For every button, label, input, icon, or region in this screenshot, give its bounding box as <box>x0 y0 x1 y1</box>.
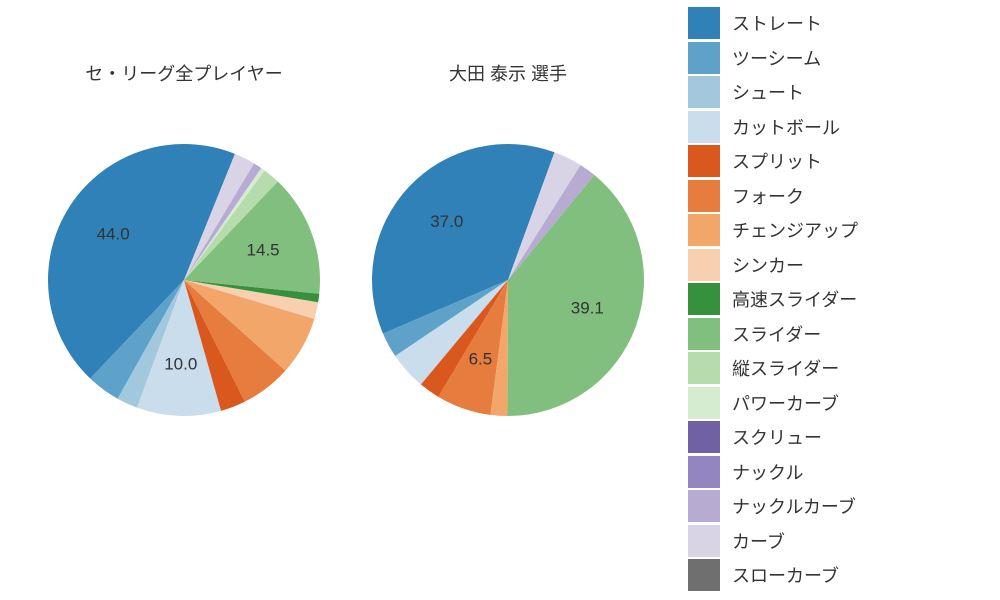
legend-label: ツーシーム <box>732 45 821 71</box>
legend-item: スローカーブ <box>688 558 998 593</box>
chart-title: セ・リーグ全プレイヤー <box>85 64 282 84</box>
legend-label: ナックル <box>732 459 803 485</box>
legend-label: シンカー <box>732 252 804 278</box>
legend-label: スプリット <box>732 148 822 174</box>
legend-swatch <box>688 456 720 488</box>
legend-swatch <box>688 7 720 39</box>
legend-item: シンカー <box>688 248 998 283</box>
legend-label: シュート <box>732 79 804 105</box>
legend-swatch <box>688 111 720 143</box>
legend-item: ナックル <box>688 455 998 490</box>
legend-swatch <box>688 352 720 384</box>
legend-item: カットボール <box>688 110 998 145</box>
legend-item: 縦スライダー <box>688 351 998 386</box>
legend-item: ナックルカーブ <box>688 489 998 524</box>
pie-slice-label: 44.0 <box>97 224 130 243</box>
chart-container: { "background_color": "#ffffff", "font_f… <box>0 0 1000 600</box>
legend-swatch <box>688 180 720 212</box>
legend-label: ナックルカーブ <box>732 493 856 519</box>
legend-swatch <box>688 283 720 315</box>
legend-item: スプリット <box>688 144 998 179</box>
legend-label: 縦スライダー <box>732 355 839 381</box>
legend-swatch <box>688 421 720 453</box>
legend-label: スライダー <box>732 321 821 347</box>
legend-label: ストレート <box>732 10 822 36</box>
legend-item: スライダー <box>688 317 998 352</box>
legend-swatch <box>688 214 720 246</box>
legend-swatch <box>688 318 720 350</box>
legend-item: ツーシーム <box>688 41 998 76</box>
legend-swatch <box>688 145 720 177</box>
legend-item: スクリュー <box>688 420 998 455</box>
legend-swatch <box>688 42 720 74</box>
legend-label: スローカーブ <box>732 562 839 588</box>
legend-item: シュート <box>688 75 998 110</box>
legend-label: パワーカーブ <box>732 390 839 416</box>
pie-slice-label: 14.5 <box>247 241 280 260</box>
legend-label: カットボール <box>732 114 840 140</box>
legend-label: フォーク <box>732 183 804 209</box>
legend-swatch <box>688 387 720 419</box>
chart-title: 大田 泰示 選手 <box>449 64 567 84</box>
pie-slice-label: 10.0 <box>164 354 197 373</box>
legend-item: チェンジアップ <box>688 213 998 248</box>
legend-item: フォーク <box>688 179 998 214</box>
legend-swatch <box>688 525 720 557</box>
legend-item: カーブ <box>688 524 998 559</box>
pie-slice-label: 39.1 <box>571 299 604 318</box>
legend-item: 高速スライダー <box>688 282 998 317</box>
legend-swatch <box>688 559 720 591</box>
legend-item: ストレート <box>688 6 998 41</box>
legend: ストレートツーシームシュートカットボールスプリットフォークチェンジアップシンカー… <box>688 0 998 593</box>
legend-swatch <box>688 490 720 522</box>
legend-swatch <box>688 249 720 281</box>
legend-label: スクリュー <box>732 424 822 450</box>
legend-label: カーブ <box>732 528 785 554</box>
legend-item: パワーカーブ <box>688 386 998 421</box>
pie-slice-label: 6.5 <box>469 350 493 369</box>
legend-label: 高速スライダー <box>732 286 857 312</box>
legend-label: チェンジアップ <box>732 217 858 243</box>
legend-swatch <box>688 76 720 108</box>
pie-slice-label: 37.0 <box>430 212 463 231</box>
